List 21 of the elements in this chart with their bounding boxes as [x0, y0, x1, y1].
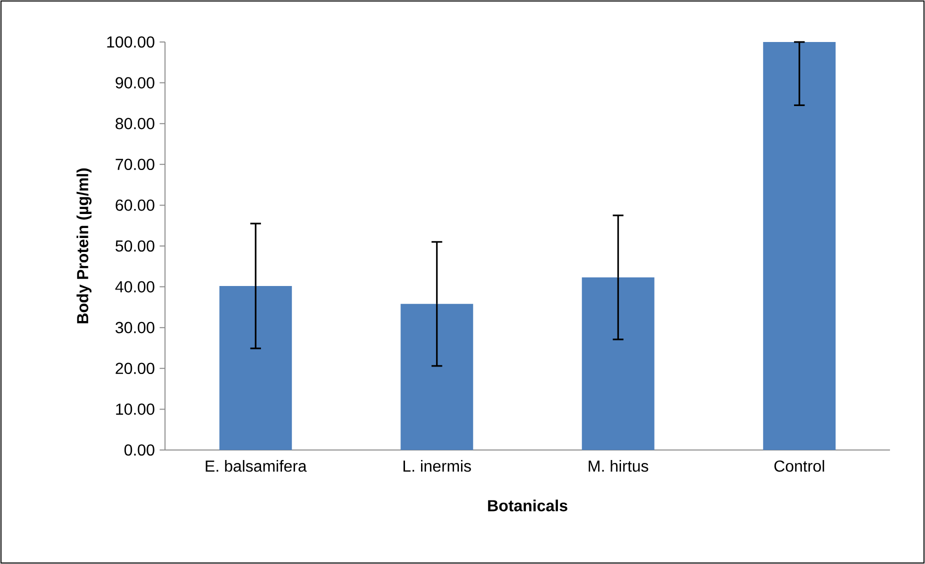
bar: [582, 277, 654, 450]
y-tick-label: 50.00: [116, 240, 154, 252]
x-tick-label: E. balsamifera: [206, 460, 307, 472]
bar: [400, 304, 474, 450]
y-tick-label: 30.00: [116, 322, 154, 334]
y-tick-label: 100.00: [107, 36, 154, 48]
x-axis-title: Botanicals: [488, 500, 568, 512]
x-tick-label: L. inermis: [404, 460, 471, 472]
y-axis-title: Body Protein (µg/ml): [76, 168, 92, 324]
y-tick-label: 70.00: [116, 158, 154, 170]
y-tick-label: 40.00: [115, 281, 154, 292]
bar: [219, 286, 292, 450]
y-tick-label: 0.00: [124, 444, 154, 456]
y-tick-label: 10.00: [116, 404, 154, 415]
x-tick-label: Control: [774, 460, 824, 472]
y-tick-label: 90.00: [116, 77, 154, 88]
bar: [763, 42, 836, 450]
x-tick-label: M. hirtus: [588, 460, 648, 472]
y-tick-label: 20.00: [116, 362, 154, 374]
y-tick-label: 80.00: [116, 118, 154, 130]
y-tick-label: 60.00: [116, 200, 154, 211]
